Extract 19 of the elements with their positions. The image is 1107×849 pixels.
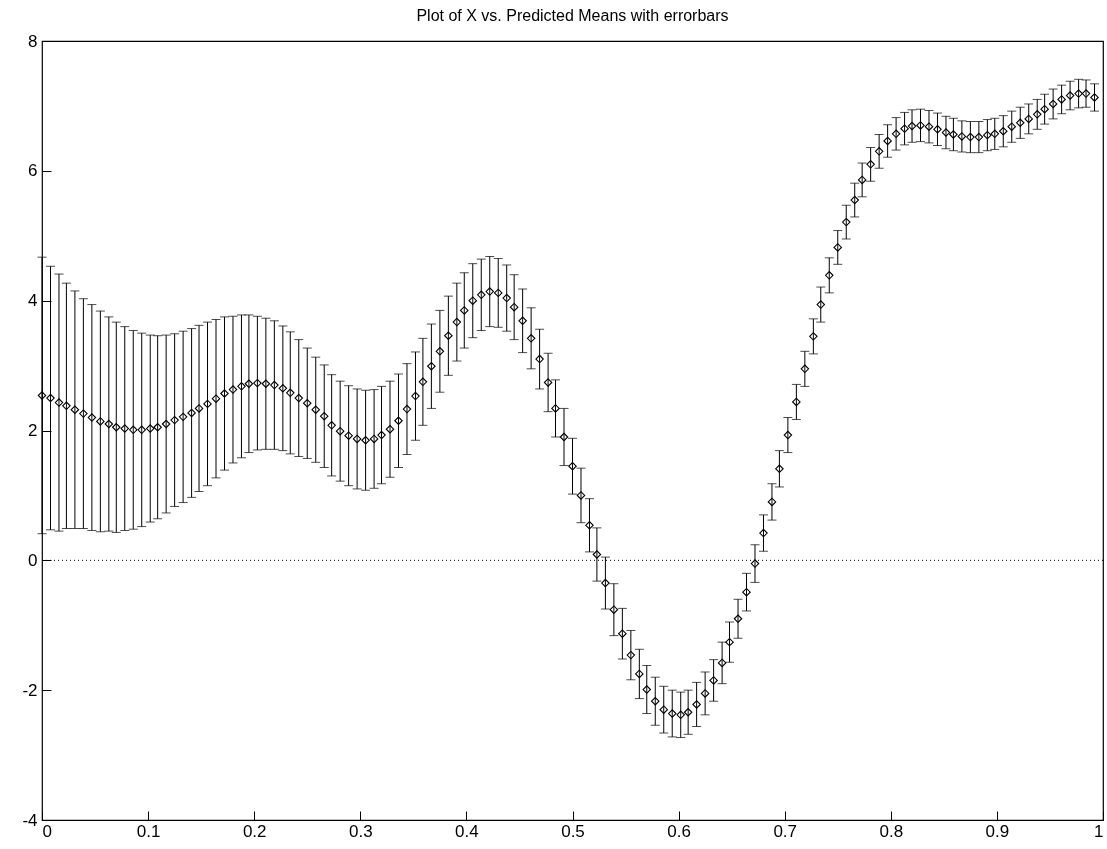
x-tick-label: 0.4 — [455, 821, 479, 841]
x-tick-label: 0.2 — [242, 821, 267, 841]
y-tick-label: 0 — [28, 550, 38, 570]
x-tick-label: 0.7 — [773, 821, 798, 841]
x-tick-label: 0.5 — [561, 821, 585, 841]
x-tick-label: 1 — [1094, 821, 1104, 841]
y-tick-label: -2 — [22, 680, 38, 700]
x-tick-label: 0.9 — [985, 821, 1010, 841]
y-tick-label: 4 — [28, 291, 38, 311]
y-tick-label: 6 — [28, 161, 38, 181]
x-tick-label: 0.1 — [136, 821, 161, 841]
y-tick-label: 8 — [28, 31, 38, 51]
x-tick-label: 0.6 — [667, 821, 691, 841]
x-tick-label: 0.8 — [879, 821, 904, 841]
chart-title: Plot of X vs. Predicted Means with errorbars — [416, 7, 729, 24]
y-tick-label: 2 — [28, 421, 38, 440]
x-tick-label: 0 — [42, 821, 52, 841]
x-tick-label: 0.3 — [348, 821, 373, 841]
y-tick-label: -4 — [22, 810, 38, 830]
